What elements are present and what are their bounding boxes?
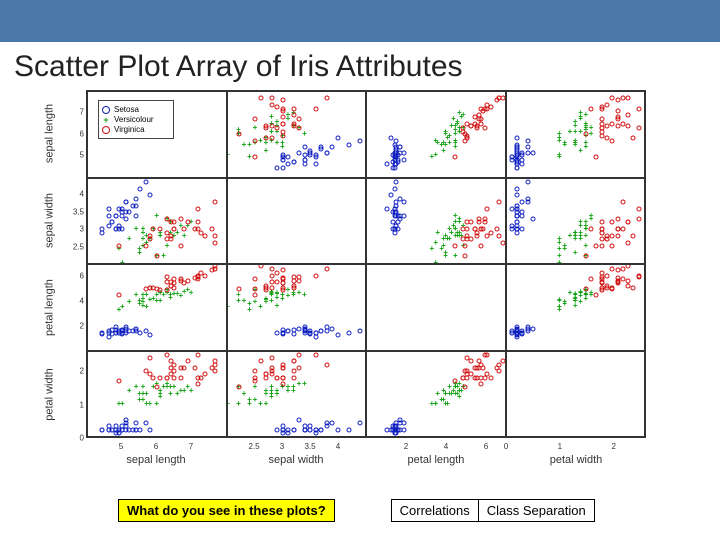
question-box: What do you see in these plots?	[118, 499, 335, 522]
cell-2-0: ++++++++++++++++++++++++++++++	[87, 264, 227, 351]
xlabel-petal-width: petal width	[506, 454, 646, 470]
answer-class-separation: Class Separation	[479, 499, 595, 522]
scatter-grid: Setosa+VersicolourVirginica +++++++++++++…	[86, 90, 646, 438]
cell-1-0: ++++++++++++++++++++++++++++++	[87, 178, 227, 265]
xlabel-sepal-width: sepal width	[226, 454, 366, 470]
cell-2-1: ++++++++++++++++++++++++++++++	[227, 264, 367, 351]
header-bar	[0, 0, 720, 42]
cell-1-1	[227, 178, 367, 265]
x-axis-labels: sepal length sepal width petal length pe…	[86, 454, 646, 470]
y-axis-ticks: 5672.533.54246012	[72, 90, 86, 438]
cell-0-3: ++++++++++++++++++++++++++++++	[506, 91, 646, 178]
cell-3-2: ++++++++++++++++++++++++++++++	[366, 351, 506, 438]
scatter-matrix: sepal length sepal width petal length pe…	[48, 90, 688, 472]
legend: Setosa+VersicolourVirginica	[98, 100, 174, 139]
cell-3-1: ++++++++++++++++++++++++++++++	[227, 351, 367, 438]
cell-3-3	[506, 351, 646, 438]
xlabel-petal-length: petal length	[366, 454, 506, 470]
cell-2-2	[366, 264, 506, 351]
x-axis-ticks: 5672.533.54246012	[86, 442, 646, 454]
cell-0-0: Setosa+VersicolourVirginica	[87, 91, 227, 178]
cell-0-2: ++++++++++++++++++++++++++++++	[366, 91, 506, 178]
page-title: Scatter Plot Array of Iris Attributes	[0, 42, 720, 88]
answer-correlations: Correlations	[391, 499, 479, 522]
cell-1-3: ++++++++++++++++++++++++++++++	[506, 178, 646, 265]
cell-1-2: ++++++++++++++++++++++++++++++	[366, 178, 506, 265]
cell-3-0: ++++++++++++++++++++++++++++++	[87, 351, 227, 438]
cell-0-1: ++++++++++++++++++++++++++++++	[227, 91, 367, 178]
cell-2-3: ++++++++++++++++++++++++++++++	[506, 264, 646, 351]
bottom-annotation-row: What do you see in these plots? Correlat…	[0, 498, 720, 522]
xlabel-sepal-length: sepal length	[86, 454, 226, 470]
